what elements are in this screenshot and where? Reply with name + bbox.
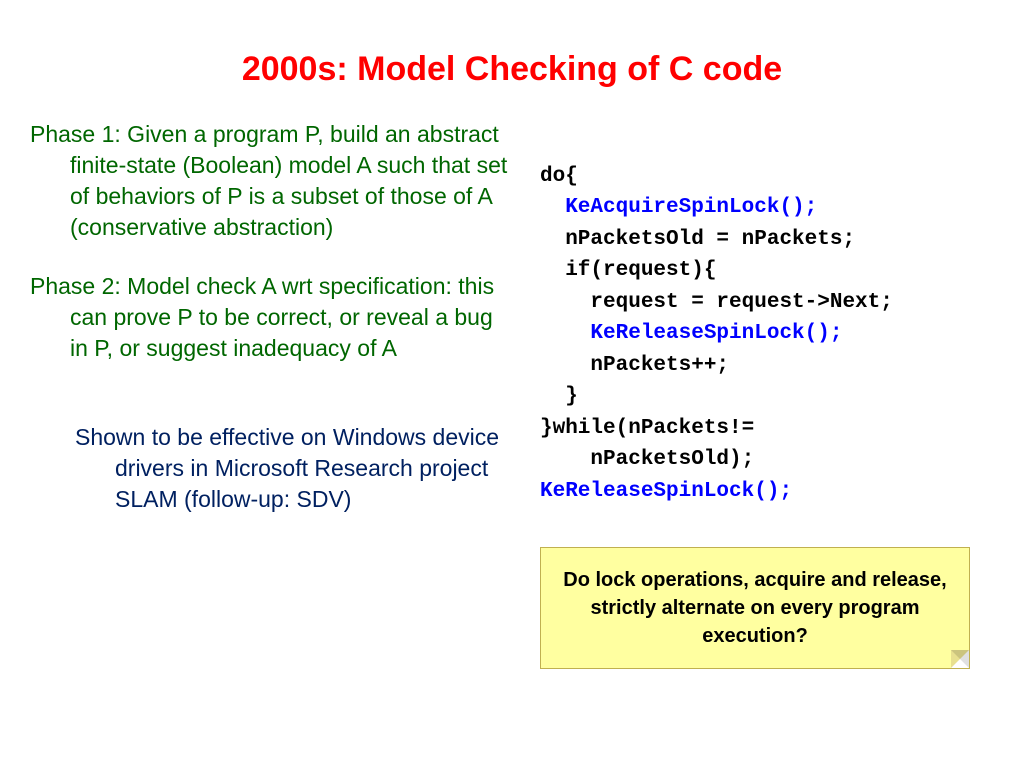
code-line: nPackets++;	[540, 354, 729, 377]
code-line: request = request->Next;	[540, 291, 893, 314]
callout-text: Do lock operations, acquire and release,…	[563, 569, 946, 647]
code-line-highlight: KeReleaseSpinLock();	[540, 322, 842, 345]
slide-title: 2000s: Model Checking of C code	[0, 0, 1024, 119]
code-line-highlight: KeReleaseSpinLock();	[540, 480, 792, 503]
phase-2-text: Phase 2: Model check A wrt specification…	[30, 271, 510, 364]
shown-text: Shown to be effective on Windows device …	[30, 422, 510, 515]
left-column: Phase 1: Given a program P, build an abs…	[30, 119, 510, 669]
code-line: nPacketsOld = nPackets;	[540, 228, 855, 251]
code-block: do{ KeAcquireSpinLock(); nPacketsOld = n…	[540, 129, 994, 507]
phase-1-text: Phase 1: Given a program P, build an abs…	[30, 119, 510, 243]
page-curl-icon	[951, 650, 969, 668]
code-line: if(request){	[540, 259, 716, 282]
code-line: }while(nPackets!=	[540, 417, 754, 440]
content-area: Phase 1: Given a program P, build an abs…	[0, 119, 1024, 669]
code-line: nPacketsOld);	[540, 448, 754, 471]
question-callout: Do lock operations, acquire and release,…	[540, 547, 970, 669]
right-column: do{ KeAcquireSpinLock(); nPacketsOld = n…	[530, 119, 994, 669]
code-line-highlight: KeAcquireSpinLock();	[540, 196, 817, 219]
code-line: }	[540, 385, 578, 408]
code-line: do{	[540, 165, 578, 188]
